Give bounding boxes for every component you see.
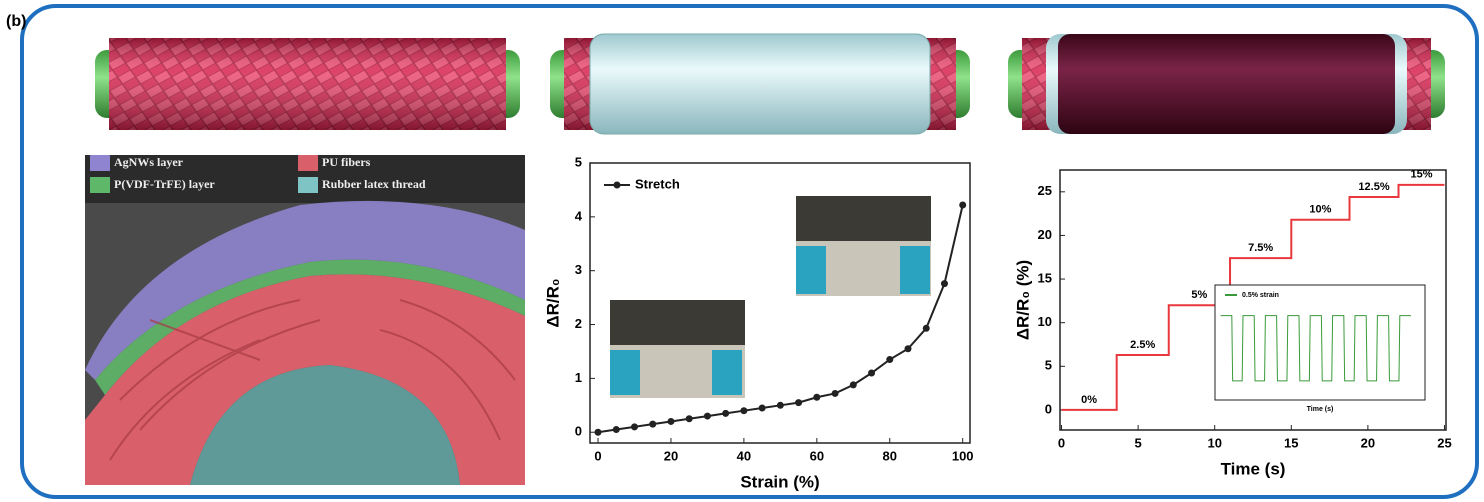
y-tick-label: 5 <box>1045 358 1052 373</box>
annotation: 7.5% <box>1248 242 1273 254</box>
x-tick-label: 15 <box>1284 435 1298 450</box>
photo-inset-top <box>796 196 931 241</box>
x-tick-label: 100 <box>952 448 974 463</box>
sem-legend-label: PU fibers <box>322 155 371 169</box>
data-point <box>759 405 766 412</box>
x-axis-label: Time (s) <box>1307 406 1334 413</box>
data-point <box>722 410 729 417</box>
sem-legend-label: P(VDF-TrFE) layer <box>114 177 215 191</box>
x-tick-label: 0 <box>1058 435 1065 450</box>
x-tick-label: 10 <box>1207 435 1221 450</box>
y-tick-label: 3 <box>575 262 582 277</box>
photo-inset-top <box>610 300 745 345</box>
sem-legend-swatch <box>90 155 110 171</box>
annotation: 2.5% <box>1130 339 1155 351</box>
y-axis-label: ΔR/R₀ (%) <box>1013 260 1032 340</box>
data-point <box>704 413 711 420</box>
data-point <box>832 390 839 397</box>
y-tick-label: 0 <box>1045 401 1052 416</box>
legend-marker <box>614 182 621 189</box>
x-axis-label: Time (s) <box>1221 459 1286 478</box>
annotation: 12.5% <box>1358 181 1389 193</box>
sem-legend-label: Rubber latex thread <box>322 177 426 191</box>
annotation: 5% <box>1191 289 1207 301</box>
annotation: 10% <box>1309 204 1331 216</box>
sem-legend-swatch <box>298 177 318 193</box>
sem-legend-swatch <box>90 177 110 193</box>
y-tick-label: 20 <box>1038 227 1052 242</box>
panel-label: (b) <box>6 13 26 30</box>
data-point <box>595 429 602 436</box>
y-tick-label: 1 <box>575 370 582 385</box>
y-tick-label: 4 <box>575 208 583 223</box>
photo-inset-clamp <box>610 350 640 395</box>
data-point <box>923 325 930 332</box>
y-tick-label: 0 <box>575 424 582 439</box>
cylinder-renderings <box>95 34 1445 134</box>
x-tick-label: 20 <box>664 448 678 463</box>
cylinder-shade <box>109 38 506 130</box>
legend-label: Stretch <box>635 176 680 191</box>
sem-legend-swatch <box>298 155 318 171</box>
photo-inset-clamp <box>712 350 742 395</box>
sem-legend-label: AgNWs layer <box>114 155 184 169</box>
data-point <box>850 381 857 388</box>
sem-image: AgNWs layer P(VDF-TrFE) layer PU fibers Rub… <box>85 155 525 485</box>
data-point <box>868 370 875 377</box>
x-axis-label: Strain (%) <box>740 472 819 491</box>
y-tick-label: 2 <box>575 316 582 331</box>
chart: Time (s) 0.5% strain <box>1215 285 1425 413</box>
y-tick-label: 25 <box>1038 183 1052 198</box>
data-point <box>795 399 802 406</box>
annotation: 0% <box>1081 394 1097 406</box>
annotation: 15% <box>1410 169 1432 181</box>
x-tick-label: 0 <box>594 448 601 463</box>
y-axis-label: ΔR/R₀ <box>543 278 562 327</box>
y-tick-label: 5 <box>575 154 582 169</box>
data-point <box>905 345 912 352</box>
x-tick-label: 40 <box>737 448 751 463</box>
data-point <box>740 407 747 414</box>
y-tick-label: 10 <box>1038 314 1052 329</box>
y-tick-label: 15 <box>1038 270 1052 285</box>
x-tick-label: 60 <box>810 448 824 463</box>
data-point <box>813 394 820 401</box>
data-point <box>649 421 656 428</box>
chart: 0 20 40 60 80 100 0 1 2 3 4 5 Strain (%) ΔR/R₀ Stretch <box>543 154 973 491</box>
cylinder-electrode <box>1058 34 1395 134</box>
data-point <box>631 423 638 430</box>
x-tick-label: 5 <box>1135 435 1142 450</box>
data-point <box>777 402 784 409</box>
data-point <box>959 202 966 209</box>
figure: (b) AgNWs layer P(VDF-TrFE) layer PU fiber… <box>0 0 1484 502</box>
data-point <box>613 426 620 433</box>
x-tick-label: 20 <box>1361 435 1375 450</box>
x-tick-label: 25 <box>1437 435 1451 450</box>
data-point <box>686 415 693 422</box>
legend-label: 0.5% strain <box>1242 292 1279 299</box>
photo-inset-clamp <box>900 246 930 294</box>
cylinder-coat <box>590 34 930 134</box>
data-point <box>941 280 948 287</box>
photo-inset-clamp <box>796 246 826 294</box>
data-point <box>667 418 674 425</box>
plot-frame <box>1215 285 1425 400</box>
data-point <box>886 356 893 363</box>
x-tick-label: 80 <box>883 448 897 463</box>
